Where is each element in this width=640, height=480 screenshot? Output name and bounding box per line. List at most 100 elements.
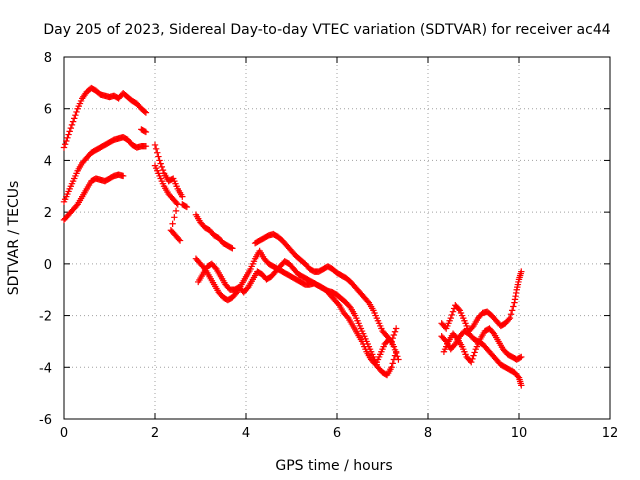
data-point <box>73 202 80 209</box>
data-point <box>453 334 460 341</box>
data-point <box>73 108 80 116</box>
data-point <box>142 109 150 116</box>
data-point <box>344 313 351 321</box>
data-point <box>156 157 163 164</box>
data-point <box>172 207 180 215</box>
data-point <box>516 354 524 361</box>
x-tick-labels: 0 2 4 6 8 10 12 <box>60 426 618 441</box>
axis-ticks <box>63 56 611 420</box>
data-point <box>394 353 401 360</box>
data-point <box>171 214 178 221</box>
data-point <box>388 364 395 371</box>
data-point <box>390 343 398 350</box>
data-point <box>392 325 400 332</box>
data-point <box>142 128 150 136</box>
data-point <box>469 355 476 363</box>
y-tick-label: -6 <box>39 413 52 428</box>
data-point <box>69 118 77 125</box>
data-point <box>159 166 167 174</box>
data-point <box>151 141 159 149</box>
data-point <box>441 336 449 344</box>
data-point <box>183 203 191 211</box>
data-point <box>158 163 166 171</box>
data-point <box>243 285 251 292</box>
data-point <box>508 307 516 314</box>
data-point <box>506 314 514 322</box>
data-point <box>390 331 398 339</box>
data-point <box>449 308 457 315</box>
data-point <box>489 329 497 336</box>
data-point <box>346 303 353 310</box>
data-point <box>468 358 475 366</box>
data-point <box>395 356 402 363</box>
y-tick-label: -4 <box>39 361 52 376</box>
data-point <box>470 352 477 359</box>
data-point <box>60 144 68 151</box>
chart-title: Day 205 of 2023, Sidereal Day-to-day VTE… <box>43 22 610 38</box>
data-point <box>68 121 76 129</box>
data-point <box>179 193 186 200</box>
data-point <box>119 172 127 180</box>
data-point <box>391 346 399 354</box>
data-point <box>514 373 522 380</box>
x-axis-label: GPS time / hours <box>275 458 392 474</box>
data-point <box>469 324 476 331</box>
data-point <box>66 128 73 135</box>
data-point <box>518 268 525 275</box>
data-point <box>182 203 189 210</box>
y-tick-label: 8 <box>44 51 52 66</box>
x-tick-label: 4 <box>242 426 250 441</box>
data-point <box>229 245 236 252</box>
y-tick-label: 2 <box>44 206 52 221</box>
data-point <box>228 244 235 251</box>
x-tick-label: 0 <box>60 426 68 441</box>
data-point <box>141 128 148 135</box>
data-point <box>447 314 454 322</box>
data-point <box>392 349 400 357</box>
data-point <box>212 264 219 271</box>
data-point <box>510 303 517 310</box>
x-tick-label: 6 <box>333 426 341 441</box>
y-tick-label: 6 <box>44 103 52 118</box>
data-point <box>157 160 164 167</box>
data-point <box>67 124 75 132</box>
data-point <box>450 342 458 349</box>
data-point <box>173 199 180 207</box>
y-tick-label: 0 <box>44 258 52 273</box>
x-tick-label: 12 <box>602 426 619 441</box>
data-point <box>518 353 525 361</box>
data-point <box>455 305 462 313</box>
data-point <box>64 134 71 142</box>
data-point <box>141 108 148 115</box>
data-point <box>72 111 79 119</box>
data-point <box>63 137 70 145</box>
data-point <box>334 300 342 308</box>
y-axis-label: SDTVAR / TECUs <box>6 181 22 296</box>
y-tick-label: 4 <box>44 154 52 169</box>
data-point <box>65 131 72 138</box>
x-tick-label: 2 <box>151 426 159 441</box>
y-tick-labels: -6 -4 -2 0 2 4 6 8 <box>39 51 52 428</box>
data-point <box>518 382 525 389</box>
data-point <box>175 236 183 243</box>
data-point <box>391 328 399 335</box>
data-point <box>142 143 150 150</box>
data-point <box>364 298 371 305</box>
x-tick-label: 10 <box>511 426 528 441</box>
grid-lines <box>64 57 610 419</box>
data-point <box>152 145 160 152</box>
data-point <box>154 149 161 156</box>
data-point <box>507 311 515 318</box>
data-series <box>60 84 525 389</box>
series-track-a <box>60 84 525 345</box>
y-tick-label: -2 <box>39 310 52 325</box>
data-point <box>389 360 396 367</box>
data-point <box>448 311 456 319</box>
x-tick-label: 8 <box>424 426 432 441</box>
data-point <box>176 237 184 244</box>
data-point <box>71 115 78 122</box>
series-track-c <box>60 126 525 368</box>
data-point <box>505 316 512 323</box>
